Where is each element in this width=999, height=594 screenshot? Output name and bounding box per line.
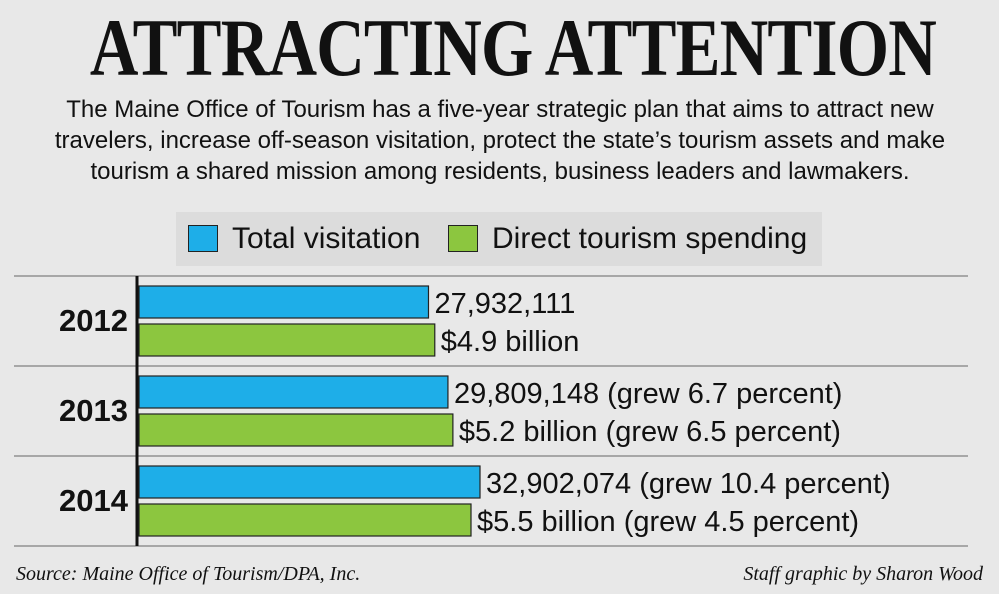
visitation-bar-2012: [138, 285, 430, 319]
year-label-2012: 2012: [59, 303, 128, 338]
legend-label-spending: Direct tourism spending: [492, 222, 808, 255]
spending-value-2013: $5.2 billion (grew 6.5 percent): [459, 416, 841, 448]
staff-credit: Staff graphic by Sharon Wood: [743, 563, 983, 585]
visitation-value-2012: 27,932,111: [434, 288, 575, 320]
source-credit: Source: Maine Office of Tourism/DPA, Inc…: [16, 563, 361, 585]
spending-value-2012: $4.9 billion: [441, 326, 580, 358]
spending-bar-2013: [138, 413, 454, 447]
visitation-bar-2013: [138, 375, 449, 409]
legend: Total visitation Direct tourism spending: [176, 212, 822, 266]
visitation-value-2013: 29,809,148 (grew 6.7 percent): [454, 378, 843, 410]
spending-bar-2014: [138, 503, 472, 537]
chart-title: ATTRACTING ATTENTION: [89, 2, 937, 93]
bar-chart: 2012 27,932,111 $4.9 billion 2013 29,809,148…: [14, 275, 968, 547]
chart-subtitle: The Maine Office of Tourism has a five-y…: [54, 96, 946, 185]
year-label-2013: 2013: [59, 393, 128, 428]
legend-swatch-spending: [448, 225, 478, 252]
visitation-value-2014: 32,902,074 (grew 10.4 percent): [486, 468, 891, 500]
legend-swatch-visitation: [188, 225, 218, 252]
legend-label-visitation: Total visitation: [232, 222, 421, 255]
visitation-bar-2014: [138, 465, 481, 499]
spending-bar-2012: [138, 323, 436, 357]
spending-value-2014: $5.5 billion (grew 4.5 percent): [477, 506, 859, 538]
year-label-2014: 2014: [59, 483, 129, 518]
